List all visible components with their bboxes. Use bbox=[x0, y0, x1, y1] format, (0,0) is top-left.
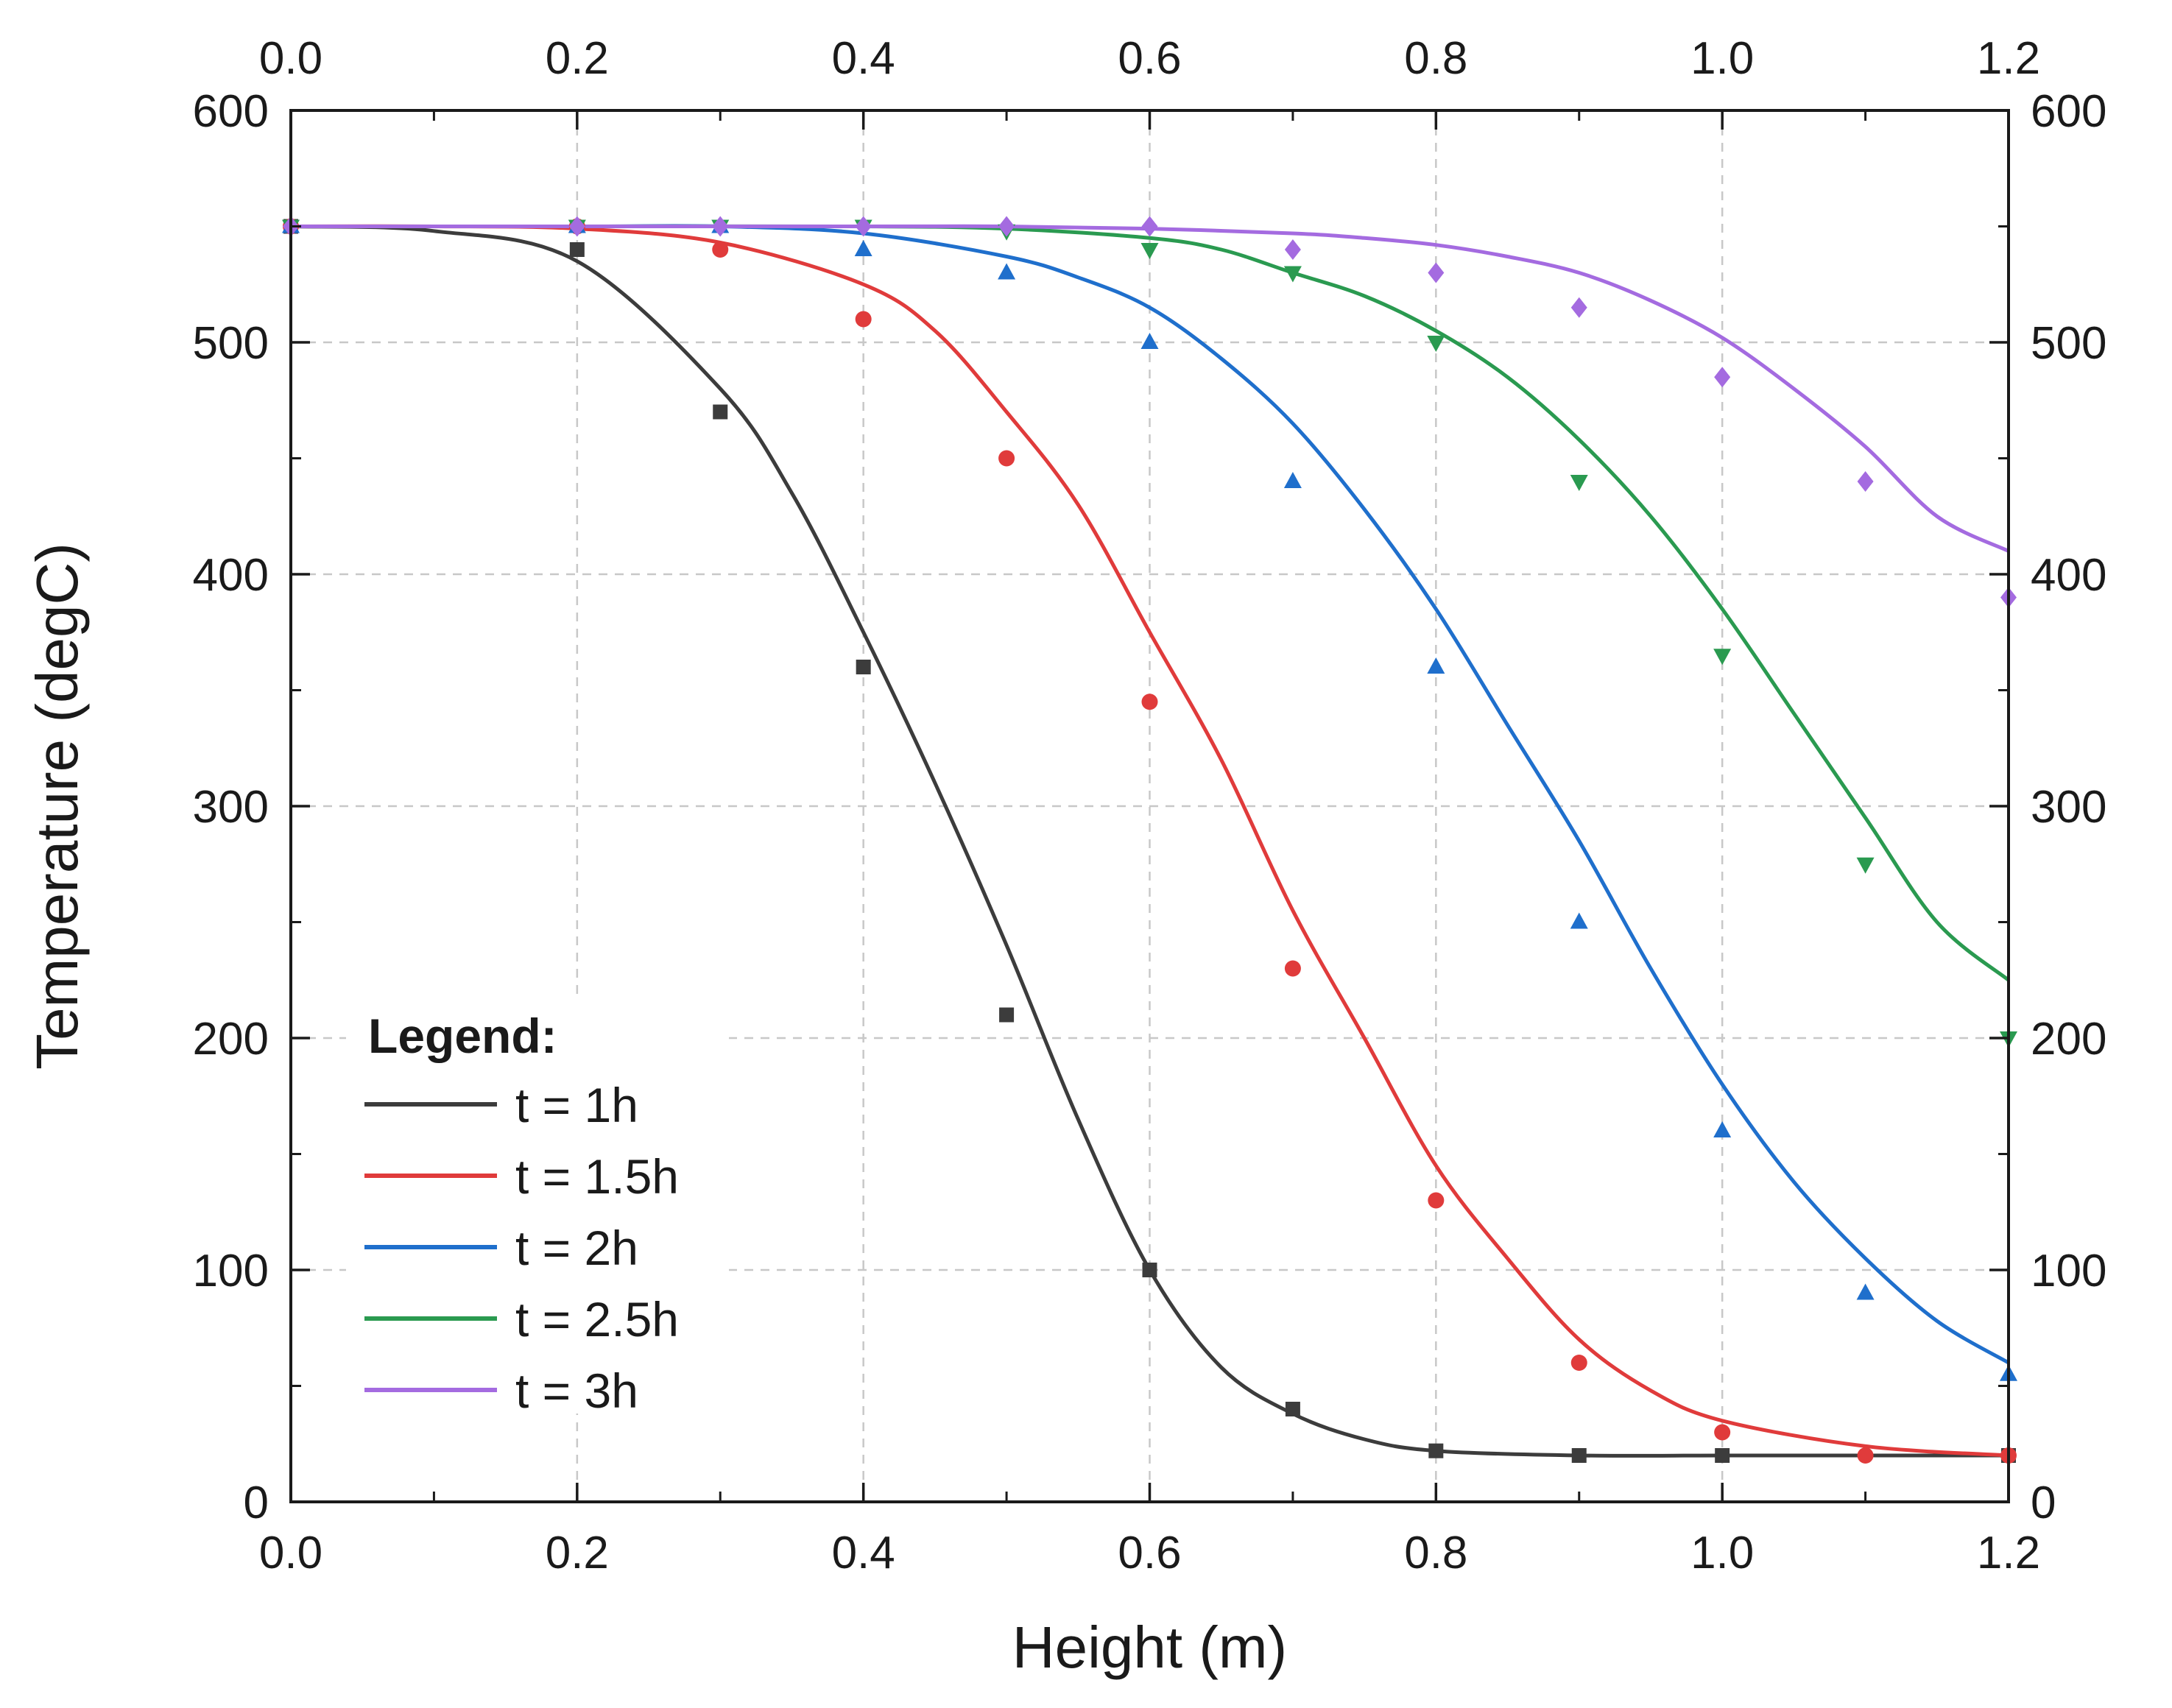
series-0-point-1 bbox=[569, 242, 585, 257]
series-3-point-6 bbox=[1283, 266, 1302, 283]
series-4-point-4 bbox=[998, 216, 1015, 237]
x-axis-title: Height (m) bbox=[1012, 1615, 1287, 1680]
series-4-point-5 bbox=[1141, 216, 1158, 237]
y-tick-label-left-1: 100 bbox=[193, 1246, 269, 1296]
x-tick-label-top-5: 1.0 bbox=[1690, 33, 1754, 84]
x-tick-label-bottom-1: 0.2 bbox=[546, 1528, 609, 1578]
x-tick-label-top-6: 1.2 bbox=[1977, 33, 2040, 84]
legend-title: Legend: bbox=[368, 1009, 557, 1063]
series-3-point-5 bbox=[1140, 243, 1159, 259]
y-tick-label-right-2: 200 bbox=[2031, 1014, 2106, 1065]
series-1-point-7 bbox=[1428, 1192, 1445, 1209]
series-4-curve bbox=[290, 224, 2010, 553]
x-tick-label-top-1: 0.2 bbox=[546, 33, 609, 84]
y-tick-label-left-2: 200 bbox=[193, 1014, 269, 1065]
series-2-point-9 bbox=[1713, 1121, 1732, 1137]
axes: 0.0 0.0 0.2 0.2 0.4 0.4 0.6 0.6 0.8 0.8 1.0 1.0 1.2 1… bbox=[193, 33, 2107, 1578]
series-0-point-6 bbox=[1285, 1402, 1300, 1416]
legend: Legend: t = 1h t = 1.5h t = 2h t = 2.5h t = … bbox=[346, 1001, 729, 1418]
series-3-point-8 bbox=[1570, 475, 1588, 491]
y-tick-label-right-1: 100 bbox=[2031, 1246, 2106, 1296]
legend-label-0: t = 1h bbox=[515, 1078, 638, 1132]
y-tick-label-left-5: 500 bbox=[193, 318, 269, 369]
series-3-point-7 bbox=[1427, 336, 1445, 352]
series-0-point-5 bbox=[1142, 1263, 1157, 1277]
y-tick-label-right-5: 500 bbox=[2031, 318, 2106, 369]
series-4-point-9 bbox=[1714, 367, 1731, 388]
series-2-point-4 bbox=[998, 263, 1016, 280]
y-tick-label-left-3: 300 bbox=[193, 782, 269, 833]
y-tick-label-right-0: 0 bbox=[2031, 1478, 2056, 1528]
series-0-point-9 bbox=[1715, 1448, 1730, 1463]
x-tick-label-top-0: 0.0 bbox=[259, 33, 322, 84]
legend-label-4: t = 3h bbox=[515, 1363, 638, 1418]
series-1-point-5 bbox=[1141, 694, 1158, 710]
y-tick-label-left-6: 600 bbox=[193, 86, 269, 137]
x-tick-label-bottom-3: 0.6 bbox=[1118, 1528, 1181, 1578]
x-tick-label-bottom-4: 0.8 bbox=[1404, 1528, 1467, 1578]
series-0-point-7 bbox=[1428, 1443, 1444, 1458]
x-tick-label-top-4: 0.8 bbox=[1404, 33, 1467, 84]
series-0-point-2 bbox=[713, 404, 728, 420]
x-tick-label-bottom-0: 0.0 bbox=[259, 1528, 322, 1578]
x-tick-label-bottom-6: 1.2 bbox=[1977, 1528, 2040, 1578]
series-1-point-2 bbox=[712, 241, 729, 258]
series-1-point-8 bbox=[1570, 1355, 1587, 1371]
series-1-point-10 bbox=[1857, 1447, 1874, 1464]
series-2-point-10 bbox=[1856, 1283, 1875, 1300]
series-2-point-6 bbox=[1283, 472, 1302, 488]
series-4-point-10 bbox=[1857, 471, 1874, 492]
series-1-point-9 bbox=[1714, 1424, 1731, 1441]
series-2-curve bbox=[290, 224, 2010, 1365]
series-0-curve bbox=[290, 225, 2009, 1458]
series-4-point-8 bbox=[1570, 297, 1587, 318]
series-4-point-6 bbox=[1284, 239, 1301, 260]
series-2-point-8 bbox=[1570, 912, 1588, 929]
legend-label-2: t = 2h bbox=[515, 1221, 638, 1275]
legend-label-3: t = 2.5h bbox=[515, 1292, 679, 1347]
x-tick-label-top-3: 0.6 bbox=[1118, 33, 1181, 84]
legend-label-1: t = 1.5h bbox=[515, 1149, 679, 1204]
series-3-point-10 bbox=[1856, 857, 1875, 874]
y-tick-label-right-3: 300 bbox=[2031, 782, 2106, 833]
series-0-point-4 bbox=[999, 1007, 1015, 1023]
series-4-point-2 bbox=[712, 216, 729, 237]
series-0-point-8 bbox=[1571, 1448, 1587, 1463]
series-0-point-3 bbox=[856, 660, 871, 674]
measured-points bbox=[282, 216, 2017, 1464]
series-2-point-7 bbox=[1427, 657, 1445, 674]
y-tick-label-left-0: 0 bbox=[244, 1478, 269, 1528]
y-tick-label-right-4: 400 bbox=[2031, 550, 2106, 601]
y-tick-label-left-4: 400 bbox=[193, 550, 269, 601]
x-tick-label-bottom-2: 0.4 bbox=[832, 1528, 895, 1578]
x-tick-label-bottom-5: 1.0 bbox=[1690, 1528, 1754, 1578]
series-4-point-7 bbox=[1428, 262, 1445, 283]
series-1-point-4 bbox=[998, 450, 1015, 467]
series-2-point-5 bbox=[1140, 333, 1159, 349]
y-axis-title: Temperature (degC) bbox=[24, 543, 90, 1070]
x-tick-label-top-2: 0.4 bbox=[832, 33, 895, 84]
legend-background bbox=[346, 1001, 729, 1414]
series-1-point-3 bbox=[855, 311, 872, 328]
series-1-point-6 bbox=[1284, 960, 1301, 977]
series-2-point-3 bbox=[854, 240, 872, 256]
series-4-point-3 bbox=[855, 216, 872, 237]
series-4-point-1 bbox=[568, 216, 585, 237]
series-3-point-9 bbox=[1713, 649, 1732, 666]
y-tick-label-right-6: 600 bbox=[2031, 86, 2106, 137]
